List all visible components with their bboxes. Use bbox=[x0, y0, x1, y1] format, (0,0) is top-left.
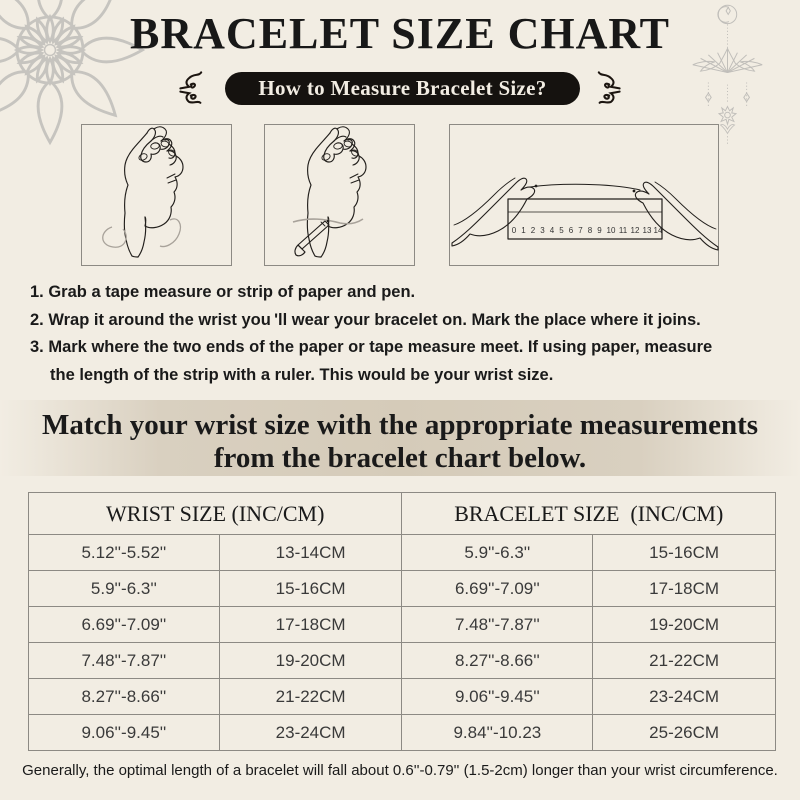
svg-text:0: 0 bbox=[512, 226, 517, 235]
svg-text:10: 10 bbox=[607, 226, 616, 235]
svg-text:2: 2 bbox=[531, 226, 536, 235]
svg-text:8: 8 bbox=[588, 226, 593, 235]
svg-text:1: 1 bbox=[521, 226, 526, 235]
svg-text:3: 3 bbox=[540, 226, 545, 235]
svg-text:7: 7 bbox=[578, 226, 583, 235]
svg-text:4: 4 bbox=[550, 226, 555, 235]
svg-text:12: 12 bbox=[631, 226, 640, 235]
svg-text:11: 11 bbox=[619, 226, 628, 235]
svg-text:13: 13 bbox=[643, 226, 652, 235]
svg-text:6: 6 bbox=[569, 226, 574, 235]
svg-text:5: 5 bbox=[559, 226, 564, 235]
svg-text:14: 14 bbox=[654, 226, 663, 235]
svg-text:9: 9 bbox=[597, 226, 602, 235]
